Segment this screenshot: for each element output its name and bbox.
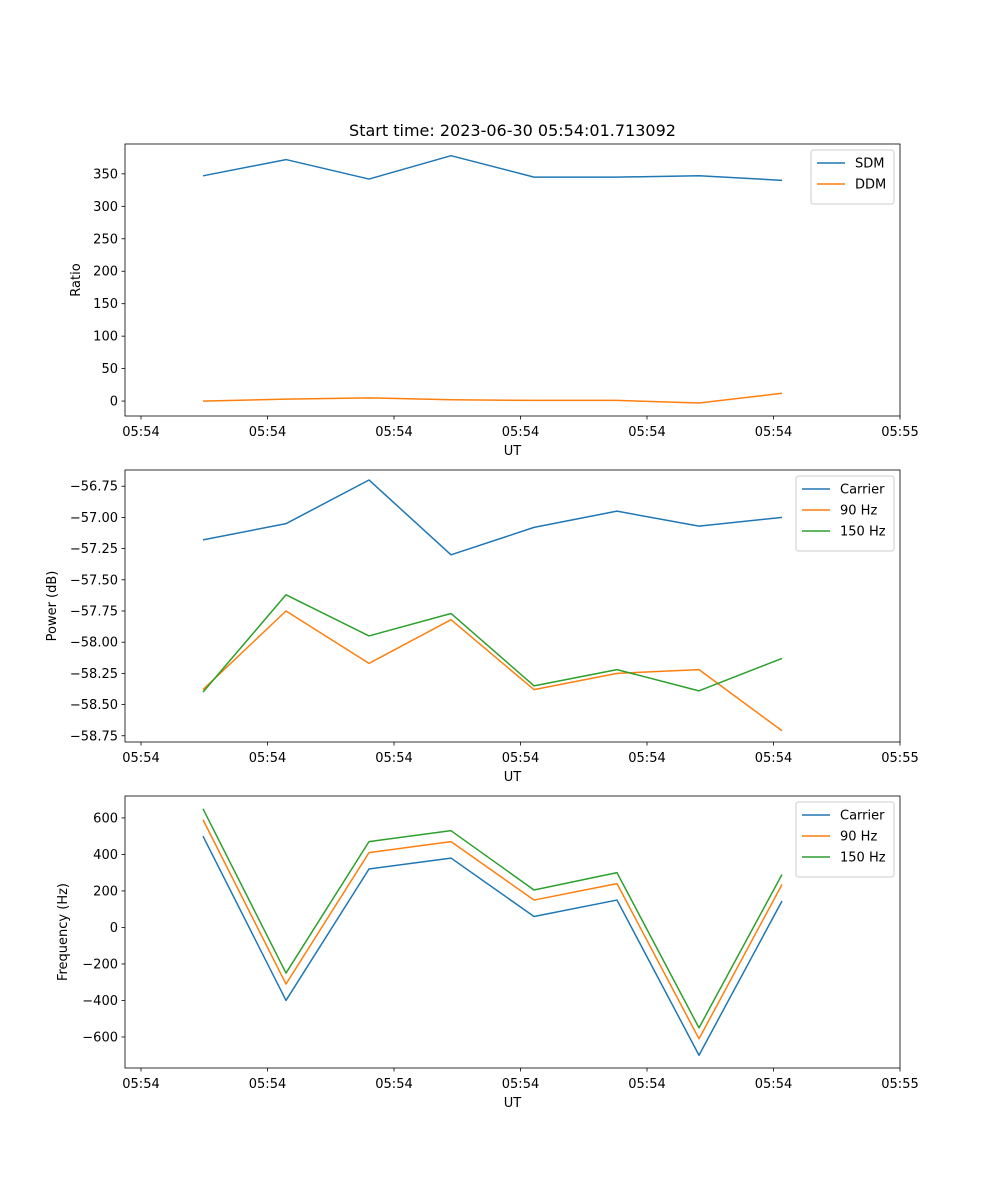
y-tick-label: −57.00 xyxy=(70,511,118,526)
y-tick-label: 350 xyxy=(93,167,118,182)
series-line-90-hz xyxy=(202,610,783,732)
y-tick-label: 0 xyxy=(110,395,118,410)
x-tick-label: 05:54 xyxy=(502,751,539,766)
series-line-sdm xyxy=(202,154,783,182)
axes-frame xyxy=(124,143,901,417)
x-axis-label: UT xyxy=(504,770,522,785)
legend-entry: 90 Hz xyxy=(840,504,877,519)
y-tick-label: −58.00 xyxy=(70,636,118,651)
y-tick-label: 250 xyxy=(93,232,118,247)
y-axis-label: Power (dB) xyxy=(45,571,60,642)
series-line-150-hz xyxy=(202,594,783,693)
series-line-carrier xyxy=(202,479,783,556)
x-tick-label: 05:54 xyxy=(249,751,286,766)
y-tick-label: −200 xyxy=(82,957,118,972)
x-tick-label: 05:54 xyxy=(502,1077,539,1092)
y-tick-label: −57.75 xyxy=(70,604,118,619)
legend-entry: 150 Hz xyxy=(840,525,886,540)
legend: Carrier 90 Hz 150 Hz xyxy=(795,801,895,878)
series-line-150-hz xyxy=(202,808,783,1029)
y-tick-label: 200 xyxy=(93,265,118,280)
legend-entry: Carrier xyxy=(840,483,885,498)
x-tick-label: 05:54 xyxy=(375,425,412,440)
panel-2: −58.75 −58.50 −58.25 −58.00 −57.75 −57.50 −57.… xyxy=(45,469,919,785)
y-axis-label: Frequency (Hz) xyxy=(56,883,71,981)
legend-entry: SDM xyxy=(855,157,884,172)
x-tick-label: 05:55 xyxy=(881,751,918,766)
x-tick-label: 05:54 xyxy=(249,1077,286,1092)
y-tick-label: 300 xyxy=(93,200,118,215)
y-tick-label: 100 xyxy=(93,330,118,345)
legend: Carrier 90 Hz 150 Hz xyxy=(795,475,895,552)
y-tick-label: −58.25 xyxy=(70,667,118,682)
legend-entry: Carrier xyxy=(840,809,885,824)
x-tick-label: 05:54 xyxy=(375,751,412,766)
panels: 0 50 100 150 200 250 300 350 05:54 05:54 05:54 05:5… xyxy=(45,143,919,1111)
y-tick-label: 150 xyxy=(93,297,118,312)
y-axis-label: Ratio xyxy=(69,263,84,296)
x-axis-label: UT xyxy=(504,1096,522,1111)
legend-box xyxy=(795,475,895,552)
y-tick-label: −56.75 xyxy=(70,480,118,495)
x-axis-label: UT xyxy=(504,444,522,459)
y-tick-label: −58.75 xyxy=(70,729,118,744)
x-tick-label: 05:54 xyxy=(122,751,159,766)
x-tick-label: 05:54 xyxy=(122,1077,159,1092)
series-line-ddm xyxy=(202,392,783,404)
legend-entry: DDM xyxy=(855,178,886,193)
y-tick-label: 400 xyxy=(93,848,118,863)
y-tick-label: −58.50 xyxy=(70,698,118,713)
x-tick-label: 05:54 xyxy=(755,425,792,440)
x-tick-label: 05:54 xyxy=(502,425,539,440)
x-tick-label: 05:54 xyxy=(249,425,286,440)
y-tick-label: 200 xyxy=(93,884,118,899)
panel-3: −600 −400 −200 0 200 400 600 05:54 05:54 05:54 05:… xyxy=(56,795,919,1111)
series-line-90-hz xyxy=(202,819,783,1040)
y-tick-label: −400 xyxy=(82,994,118,1009)
axes-frame xyxy=(124,469,901,743)
x-tick-label: 05:54 xyxy=(755,1077,792,1092)
x-tick-label: 05:55 xyxy=(881,1077,918,1092)
legend-entry: 90 Hz xyxy=(840,830,877,845)
series-line-carrier xyxy=(202,835,783,1056)
x-tick-label: 05:54 xyxy=(628,751,665,766)
y-tick-label: 50 xyxy=(101,362,118,377)
y-tick-label: −600 xyxy=(82,1030,118,1045)
y-tick-label: 600 xyxy=(93,811,118,826)
x-tick-label: 05:54 xyxy=(375,1077,412,1092)
y-tick-label: −57.25 xyxy=(70,542,118,557)
axes-frame xyxy=(124,795,901,1069)
x-tick-label: 05:54 xyxy=(628,1077,665,1092)
figure-title: Start time: 2023-06-30 05:54:01.713092 xyxy=(349,121,676,140)
legend-entry: 150 Hz xyxy=(840,851,886,866)
x-tick-label: 05:55 xyxy=(881,425,918,440)
x-tick-label: 05:54 xyxy=(122,425,159,440)
legend-box xyxy=(795,801,895,878)
x-tick-label: 05:54 xyxy=(755,751,792,766)
legend: SDM DDM xyxy=(810,149,895,205)
y-tick-label: 0 xyxy=(110,921,118,936)
panel-1: 0 50 100 150 200 250 300 350 05:54 05:54 05:54 05:5… xyxy=(69,143,919,459)
y-tick-label: −57.50 xyxy=(70,573,118,588)
x-tick-label: 05:54 xyxy=(628,425,665,440)
